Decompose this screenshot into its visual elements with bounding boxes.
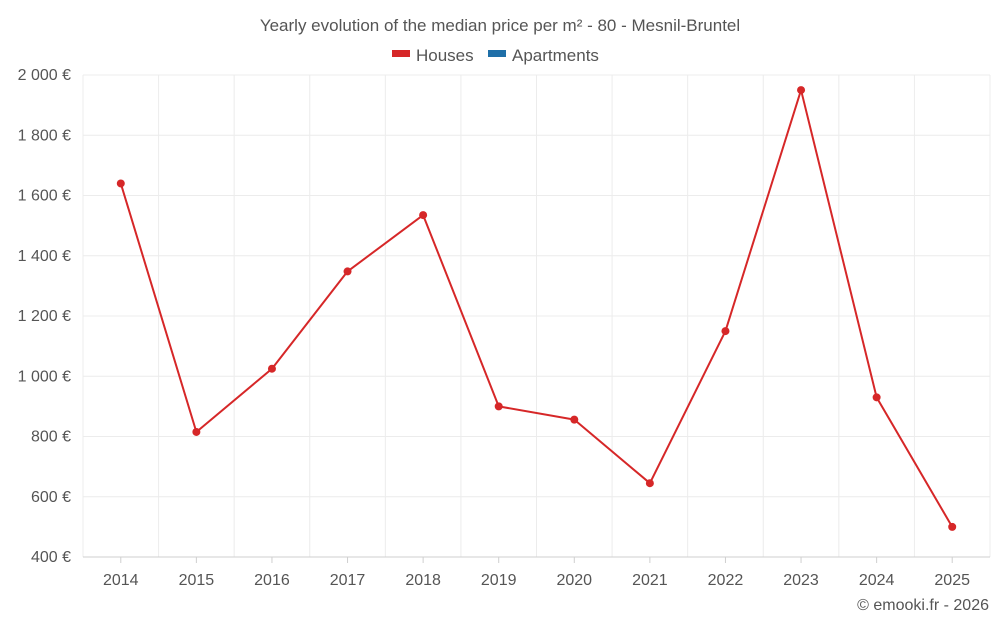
series-houses	[116, 86, 957, 531]
data-point-houses-2025[interactable]	[948, 522, 957, 531]
legend-swatch-houses	[392, 50, 410, 57]
data-point-houses-2017[interactable]	[343, 267, 352, 276]
legend-item-houses[interactable]: Houses	[392, 46, 474, 65]
legend-label-apartments: Apartments	[512, 46, 599, 65]
x-tick-label: 2020	[556, 572, 592, 589]
data-point-houses-2018[interactable]	[419, 211, 428, 220]
x-tick-label: 2017	[330, 572, 366, 589]
x-tick-label: 2014	[103, 572, 139, 589]
legend-label-houses: Houses	[416, 46, 474, 65]
credit-text: © emooki.fr - 2026	[857, 597, 989, 614]
legend[interactable]: Houses Apartments	[392, 46, 599, 65]
y-tick-label: 1 200 €	[18, 308, 71, 325]
x-tick-label: 2023	[783, 572, 819, 589]
y-tick-label: 600 €	[31, 489, 71, 506]
chart-title: Yearly evolution of the median price per…	[260, 16, 740, 35]
data-point-houses-2023[interactable]	[797, 86, 806, 95]
x-tick-label: 2016	[254, 572, 290, 589]
x-tick-label: 2021	[632, 572, 668, 589]
y-axis-ticks: 400 € 600 € 800 € 1 000 € 1 200 € 1 400 € 1 60…	[18, 67, 71, 566]
legend-swatch-apartments	[488, 50, 506, 57]
data-point-houses-2021[interactable]	[645, 479, 654, 488]
y-tick-label: 1 800 €	[18, 127, 71, 144]
axes	[83, 556, 990, 563]
data-point-houses-2022[interactable]	[721, 327, 730, 336]
y-tick-label: 1 000 €	[18, 368, 71, 385]
data-point-houses-2020[interactable]	[570, 415, 579, 424]
x-tick-label: 2015	[179, 572, 215, 589]
grid	[82, 74, 991, 557]
x-tick-label: 2024	[859, 572, 895, 589]
data-point-houses-2014[interactable]	[116, 179, 125, 188]
legend-item-apartments[interactable]: Apartments	[488, 46, 599, 65]
x-tick-label: 2025	[934, 572, 970, 589]
series-line-houses	[119, 89, 954, 528]
y-tick-label: 800 €	[31, 429, 71, 446]
y-tick-label: 2 000 €	[18, 67, 71, 84]
y-tick-label: 400 €	[31, 549, 71, 566]
x-axis-ticks: 2014 2015 2016 2017 2018 2019 2020 2021 2022 2023…	[103, 572, 970, 589]
data-point-houses-2024[interactable]	[872, 393, 881, 402]
y-tick-label: 1 600 €	[18, 188, 71, 205]
data-point-houses-2019[interactable]	[494, 402, 503, 411]
data-point-houses-2016[interactable]	[267, 364, 276, 373]
y-tick-label: 1 400 €	[18, 248, 71, 265]
x-tick-label: 2018	[405, 572, 441, 589]
x-tick-label: 2022	[708, 572, 744, 589]
x-tick-label: 2019	[481, 572, 517, 589]
data-point-houses-2015[interactable]	[192, 427, 201, 436]
